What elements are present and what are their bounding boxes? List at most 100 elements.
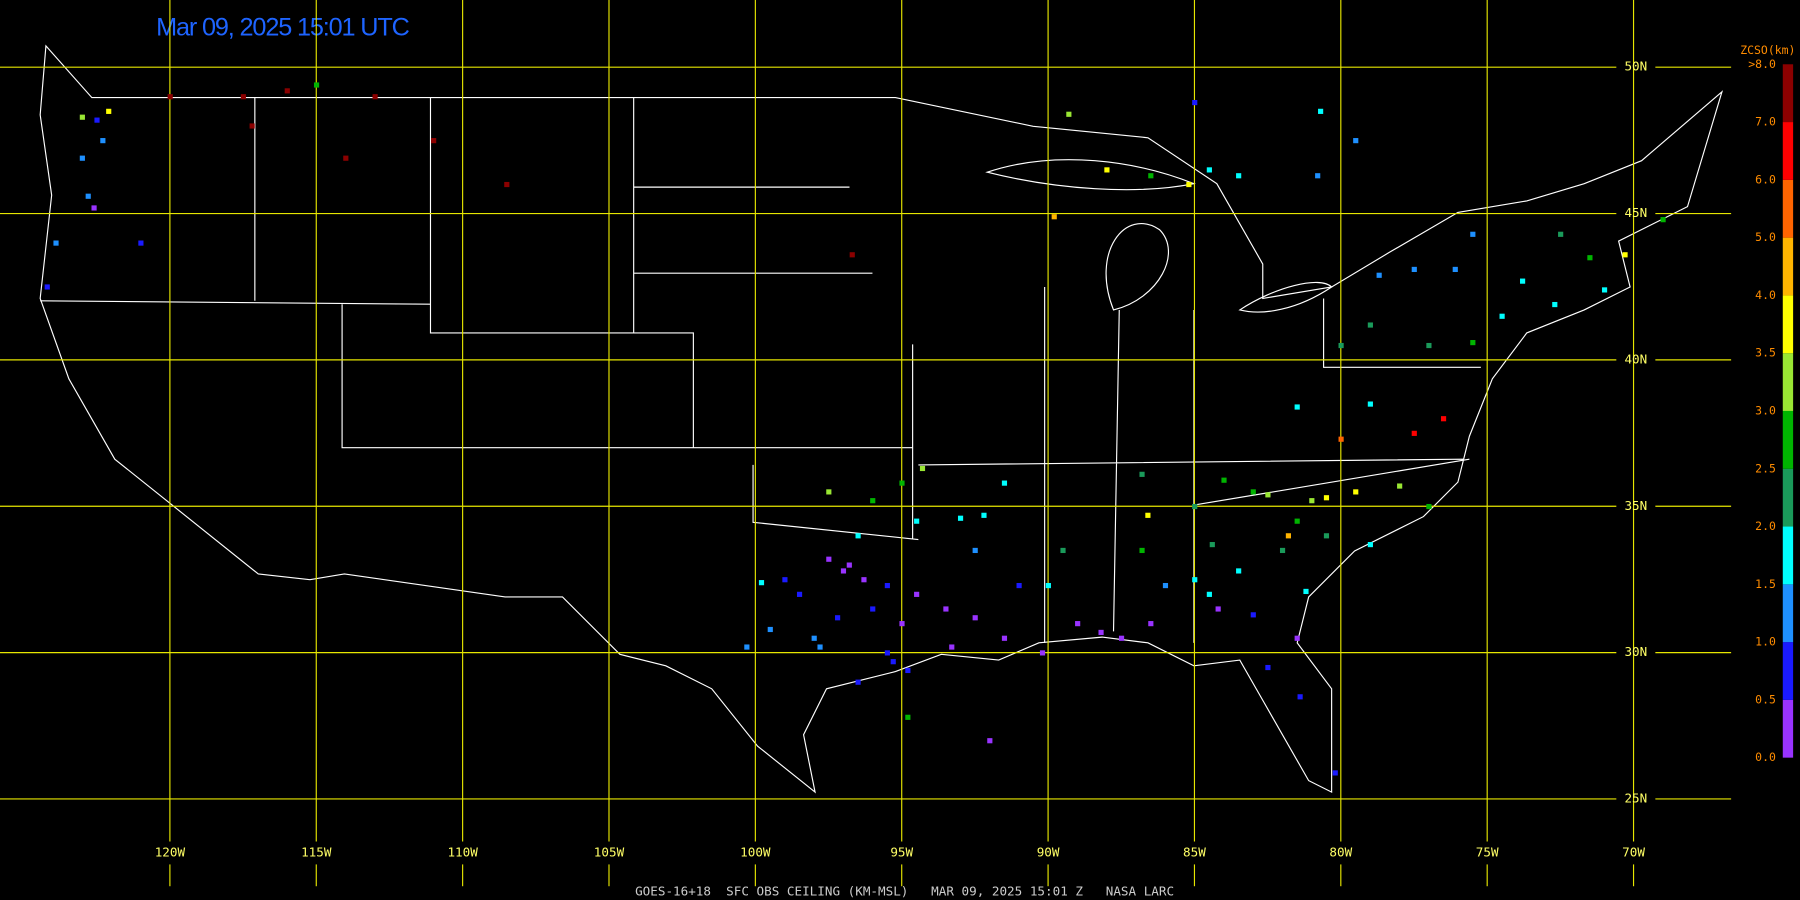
station-obs <box>849 252 855 258</box>
station-obs <box>914 518 920 524</box>
station-obs <box>1221 477 1227 483</box>
station-obs <box>284 88 290 94</box>
station-obs <box>1075 621 1081 627</box>
station-obs <box>899 621 905 627</box>
colorbar-band <box>1782 584 1794 643</box>
station-obs <box>758 580 765 586</box>
station-obs <box>744 644 750 650</box>
station-obs <box>44 284 50 290</box>
station-obs <box>167 94 173 100</box>
station-obs <box>870 498 876 504</box>
station-obs <box>1303 588 1309 595</box>
station-obs <box>1294 404 1300 410</box>
latitude-label: 25N <box>1624 790 1647 805</box>
station-obs <box>817 644 823 650</box>
station-obs <box>1353 489 1359 495</box>
station-obs <box>1001 480 1008 486</box>
station-obs <box>870 606 876 612</box>
station-obs <box>1104 167 1110 173</box>
station-obs <box>1265 664 1271 671</box>
station-obs <box>138 240 144 246</box>
station-obs <box>1066 111 1072 117</box>
station-obs <box>249 123 255 129</box>
station-obs <box>1552 301 1558 308</box>
station-obs <box>94 117 100 123</box>
station-obs <box>1001 635 1008 641</box>
station-obs <box>840 568 847 574</box>
station-obs <box>1265 492 1271 498</box>
station-obs <box>1660 217 1666 223</box>
station-obs <box>372 94 378 100</box>
station-obs <box>1145 512 1151 518</box>
colorbar-band <box>1782 468 1794 527</box>
station-obs <box>796 591 803 597</box>
station-obs <box>1426 342 1432 349</box>
station-obs <box>767 626 773 633</box>
station-obs <box>1601 287 1608 293</box>
colorbar-label: 3.0 <box>1755 403 1776 417</box>
station-obs <box>826 489 832 495</box>
station-obs <box>914 591 920 597</box>
colorbar-label: 6.0 <box>1755 172 1776 186</box>
longitude-label: 105W <box>594 844 625 859</box>
station-obs <box>1323 495 1330 501</box>
station-obs <box>884 650 890 656</box>
station-obs <box>1297 694 1303 700</box>
station-obs <box>1206 591 1212 597</box>
longitude-label: 70W <box>1622 844 1645 859</box>
station-obs <box>846 562 852 568</box>
station-obs <box>1279 547 1286 554</box>
coastline <box>39 44 1724 794</box>
colorbar-title: ZCSO(km) <box>1740 43 1795 57</box>
caption: GOES-16+18 SFC OBS CEILING (KM-MSL) MAR … <box>635 883 1174 898</box>
station-obs <box>1206 167 1212 173</box>
station-obs <box>1192 503 1198 510</box>
station-obs <box>1285 533 1291 539</box>
station-obs <box>972 615 978 621</box>
station-obs <box>899 480 905 486</box>
station-obs <box>1318 108 1324 114</box>
station-obs <box>100 138 106 144</box>
station-obs <box>855 533 861 539</box>
colorbar-band <box>1782 642 1794 700</box>
station-obs <box>1039 650 1046 656</box>
station-obs <box>431 138 437 144</box>
station-obs <box>1440 416 1447 422</box>
colorbar-label: 7.0 <box>1755 115 1776 129</box>
station-obs <box>987 738 993 744</box>
longitude-label: 120W <box>155 844 186 859</box>
longitude-label: 115W <box>301 844 332 859</box>
station-obs <box>1452 266 1458 273</box>
station-obs <box>1315 173 1321 179</box>
station-obs <box>1367 542 1373 548</box>
station-obs <box>1192 99 1198 106</box>
station-obs <box>1294 635 1300 641</box>
longitude-label: 80W <box>1329 844 1352 859</box>
station-obs <box>1353 138 1359 144</box>
colorbar-band <box>1782 179 1794 238</box>
station-obs <box>1236 173 1242 179</box>
station-obs <box>1309 498 1315 504</box>
station-obs <box>1520 278 1526 284</box>
station-obs <box>1192 577 1198 583</box>
station-obs <box>919 465 926 472</box>
station-obs <box>79 114 85 120</box>
colorbar-band <box>1782 526 1794 585</box>
station-obs <box>313 82 320 88</box>
station-obs <box>1148 173 1154 179</box>
longitude-label: 85W <box>1183 844 1206 859</box>
station-obs <box>1411 266 1417 273</box>
station-obs <box>1045 582 1051 589</box>
longitude-label: 110W <box>447 844 478 859</box>
station-obs <box>1367 322 1373 328</box>
station-obs <box>1139 547 1145 554</box>
station-obs <box>343 155 349 161</box>
colorbar-label: 2.0 <box>1755 519 1776 533</box>
colorbar-band <box>1782 122 1794 180</box>
colorbar-label: 4.0 <box>1755 288 1776 302</box>
latitude-label: 45N <box>1624 205 1647 220</box>
station-obs <box>53 240 59 246</box>
